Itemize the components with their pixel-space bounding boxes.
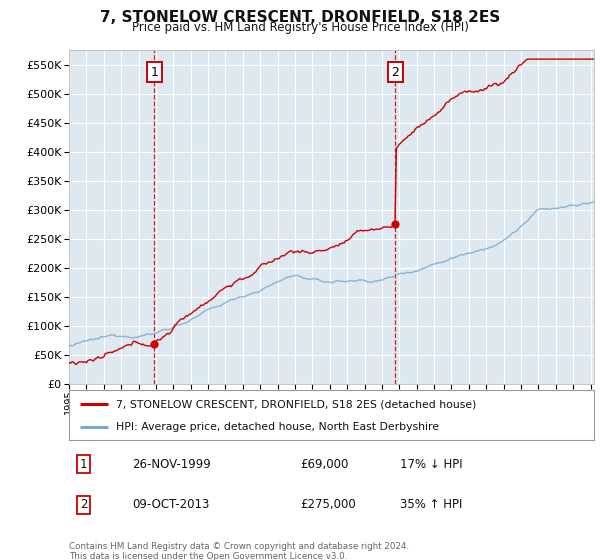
Text: 35% ↑ HPI: 35% ↑ HPI bbox=[400, 498, 462, 511]
Point bbox=[149, 339, 159, 348]
Text: £275,000: £275,000 bbox=[300, 498, 356, 511]
Text: Contains HM Land Registry data © Crown copyright and database right 2024.
This d: Contains HM Land Registry data © Crown c… bbox=[69, 542, 409, 560]
Text: 1: 1 bbox=[80, 458, 88, 471]
Text: Price paid vs. HM Land Registry's House Price Index (HPI): Price paid vs. HM Land Registry's House … bbox=[131, 21, 469, 34]
Text: 1: 1 bbox=[150, 66, 158, 79]
Text: 7, STONELOW CRESCENT, DRONFIELD, S18 2ES (detached house): 7, STONELOW CRESCENT, DRONFIELD, S18 2ES… bbox=[116, 399, 476, 409]
Text: 09-OCT-2013: 09-OCT-2013 bbox=[132, 498, 209, 511]
Text: 2: 2 bbox=[391, 66, 399, 79]
Text: £69,000: £69,000 bbox=[300, 458, 349, 471]
Text: 26-NOV-1999: 26-NOV-1999 bbox=[132, 458, 211, 471]
Text: HPI: Average price, detached house, North East Derbyshire: HPI: Average price, detached house, Nort… bbox=[116, 422, 439, 432]
Text: 17% ↓ HPI: 17% ↓ HPI bbox=[400, 458, 463, 471]
Text: 7, STONELOW CRESCENT, DRONFIELD, S18 2ES: 7, STONELOW CRESCENT, DRONFIELD, S18 2ES bbox=[100, 10, 500, 25]
Text: 2: 2 bbox=[80, 498, 88, 511]
Point bbox=[391, 220, 400, 228]
